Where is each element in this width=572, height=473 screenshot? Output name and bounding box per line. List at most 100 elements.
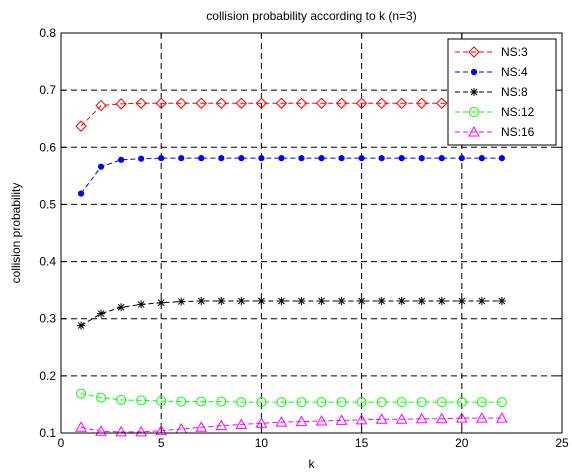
x-tick-label: 15 [355,436,369,450]
data-point-ns-8 [377,297,386,305]
data-point-ns-4 [138,155,145,162]
series-ns-12 [76,388,507,408]
series-line-ns-4 [80,157,502,194]
data-point-ns-16 [135,425,148,437]
data-point-ns-8 [397,297,406,305]
ticks: 0 5 10 15 20 25 0.1 0.2 0.3 0.4 0.5 0.6 0.7 0.8 [39,26,569,450]
x-tick-label: 20 [455,436,469,450]
data-point-ns-4 [238,155,245,162]
series-ns-8 [77,297,506,330]
x-tick-label: 25 [555,436,569,450]
data-point-ns-16 [435,412,448,424]
data-point-ns-8 [77,321,86,330]
data-point-ns-3 [195,97,207,109]
data-point-ns-12 [476,397,487,408]
y-axis-label: collision probability [9,183,23,284]
data-point-ns-3 [395,97,408,109]
grid [61,33,562,433]
data-point-ns-16 [275,416,288,427]
data-point-ns-12 [376,397,387,408]
data-point-ns-12 [156,396,167,406]
data-point-ns-16 [195,421,208,432]
series-line-ns-8 [80,300,502,327]
data-point-ns-4 [158,155,165,162]
legend-marker-ns-4 [470,68,478,76]
data-point-ns-4 [118,156,125,163]
data-point-ns-4 [498,155,505,162]
data-point-ns-3 [416,97,428,109]
data-point-ns-8 [237,297,246,305]
data-point-ns-16 [335,414,348,425]
data-point-ns-3 [75,120,87,132]
data-point-ns-12 [416,397,427,408]
data-point-ns-4 [478,155,485,162]
data-point-ns-4 [358,155,365,162]
data-point-ns-4 [418,155,425,162]
legend-item-ns-4: NS:4 [455,65,528,79]
series-line-ns-3 [80,102,502,127]
data-point-ns-8 [137,300,146,309]
data-point-ns-16 [395,413,408,424]
data-point-ns-12 [396,397,407,408]
data-point-ns-4 [97,163,105,170]
series-line-ns-12 [80,393,502,403]
data-point-ns-8 [97,309,106,318]
data-point-ns-3 [135,97,147,109]
data-point-ns-3 [355,97,368,109]
data-point-ns-16 [496,412,508,423]
data-point-ns-16 [315,414,328,426]
x-tick-label: 10 [255,436,269,450]
legend-item-ns-12: NS:12 [455,105,535,119]
data-point-ns-4 [378,155,385,162]
data-point-ns-8 [437,297,446,305]
data-point-ns-3 [315,97,328,109]
data-point-ns-16 [155,424,168,436]
legend: NS:3 NS:4 NS:8 NS:12 NS:16 [447,38,557,146]
data-point-ns-12 [276,397,287,408]
data-point-ns-12 [456,397,467,408]
legend-label-ns-3: NS:3 [501,45,528,59]
series-group [75,97,508,437]
legend-marker-ns-8 [470,88,478,96]
data-point-ns-12 [336,397,347,408]
data-point-ns-8 [317,297,326,305]
data-point-ns-12 [356,397,367,408]
data-point-ns-16 [295,415,308,427]
y-tick-label: 0.1 [39,426,56,440]
legend-marker-ns-16 [468,125,480,137]
data-point-ns-12 [296,397,307,408]
data-point-ns-4 [298,155,305,162]
data-point-ns-16 [115,425,127,437]
data-point-ns-8 [357,297,366,305]
data-point-ns-8 [337,297,346,305]
data-point-ns-12 [436,397,447,408]
data-point-ns-4 [458,155,465,162]
data-point-ns-3 [335,97,348,109]
data-point-ns-3 [375,97,388,109]
data-point-ns-8 [477,297,486,305]
data-point-ns-4 [218,155,225,162]
legend-item-ns-3: NS:3 [455,45,528,59]
data-point-ns-4 [198,155,205,162]
legend-marker-ns-12 [469,107,479,117]
data-point-ns-3 [215,97,228,109]
data-point-ns-4 [438,155,445,162]
data-point-ns-3 [95,99,107,112]
data-point-ns-4 [318,155,325,162]
data-point-ns-16 [215,419,228,431]
data-point-ns-4 [398,155,405,162]
y-tick-label: 0.7 [39,83,56,97]
data-point-ns-4 [278,155,285,162]
data-point-ns-16 [255,417,268,428]
data-point-ns-16 [375,413,388,424]
data-point-ns-16 [455,412,468,423]
data-point-ns-8 [177,297,186,306]
data-point-ns-12 [176,396,187,407]
data-point-ns-8 [157,298,166,307]
data-point-ns-12 [316,397,327,408]
data-point-ns-12 [76,388,87,399]
data-point-ns-12 [236,397,247,408]
data-point-ns-3 [155,97,167,109]
series-ns-4 [77,155,505,197]
